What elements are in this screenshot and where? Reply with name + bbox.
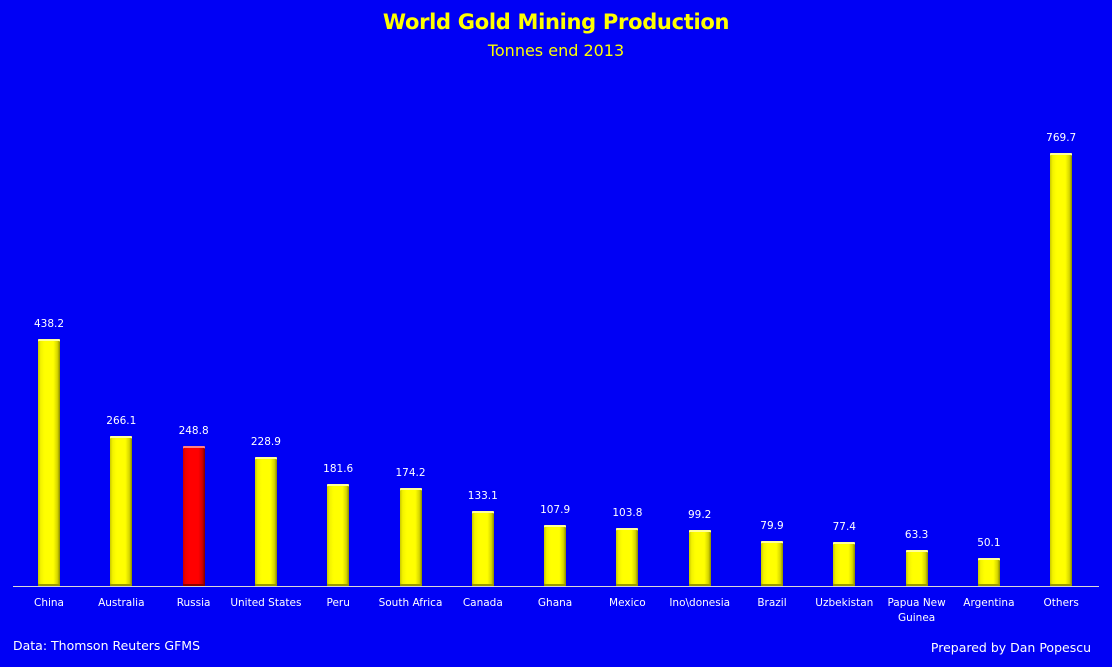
category-label: China: [34, 597, 64, 609]
value-label: 107.9: [540, 504, 571, 516]
bar-australia: [110, 436, 133, 586]
value-label: 438.2: [33, 318, 65, 330]
category-label: Ino\donesia: [669, 597, 731, 609]
bar-peru: [327, 484, 350, 586]
bar-argentina: [977, 558, 1000, 586]
value-label: 103.8: [612, 507, 643, 519]
bar-ghana: [544, 525, 567, 586]
category-label: Australia: [98, 597, 145, 609]
bar-china: [38, 339, 60, 586]
bar-uzbekistan: [833, 542, 856, 586]
category-label: Peru: [326, 597, 350, 609]
data-source-note: Data: Thomson Reuters GFMS: [13, 638, 201, 653]
value-label: 63.3: [904, 529, 929, 541]
category-label: Russia: [176, 597, 211, 609]
category-label: Argentina: [963, 597, 1015, 609]
category-label: Papua New Guinea: [887, 597, 946, 624]
category-label: Uzbekistan: [815, 597, 874, 609]
bar-papua-new-guinea: [905, 550, 928, 586]
category-label: Mexico: [609, 597, 646, 609]
bar-others: [1050, 153, 1073, 586]
bar-brazil: [761, 541, 783, 586]
value-label: 228.9: [250, 436, 281, 448]
value-label: 769.7: [1046, 132, 1077, 144]
category-label: United States: [230, 597, 302, 609]
bar-south-africa: [399, 488, 422, 586]
bar-russia: [182, 446, 205, 586]
value-label: 50.1: [977, 537, 1001, 549]
x-axis-line: [13, 586, 1099, 587]
value-label: 174.2: [395, 467, 426, 479]
chart-title: World Gold Mining Production: [382, 10, 730, 34]
value-label: 181.6: [323, 463, 354, 475]
chart-subtitle: Tonnes end 2013: [487, 41, 625, 60]
category-label: Brazil: [757, 597, 787, 609]
bar-canada: [471, 511, 494, 586]
value-label: 99.2: [687, 509, 712, 521]
bar-ino-donesia: [688, 530, 711, 586]
value-label: 133.1: [467, 490, 498, 502]
category-label: Ghana: [537, 597, 573, 609]
value-label: 77.4: [832, 521, 856, 533]
category-label: Others: [1043, 597, 1079, 609]
category-label: Canada: [462, 597, 503, 609]
value-label: 266.1: [106, 415, 137, 427]
author-credit: Prepared by Dan Popescu: [930, 640, 1091, 655]
value-label: 79.9: [760, 520, 784, 532]
value-label: 248.8: [178, 425, 209, 437]
bar-united-states: [254, 457, 277, 586]
category-label: South Africa: [378, 597, 443, 609]
bar-mexico: [616, 528, 639, 586]
